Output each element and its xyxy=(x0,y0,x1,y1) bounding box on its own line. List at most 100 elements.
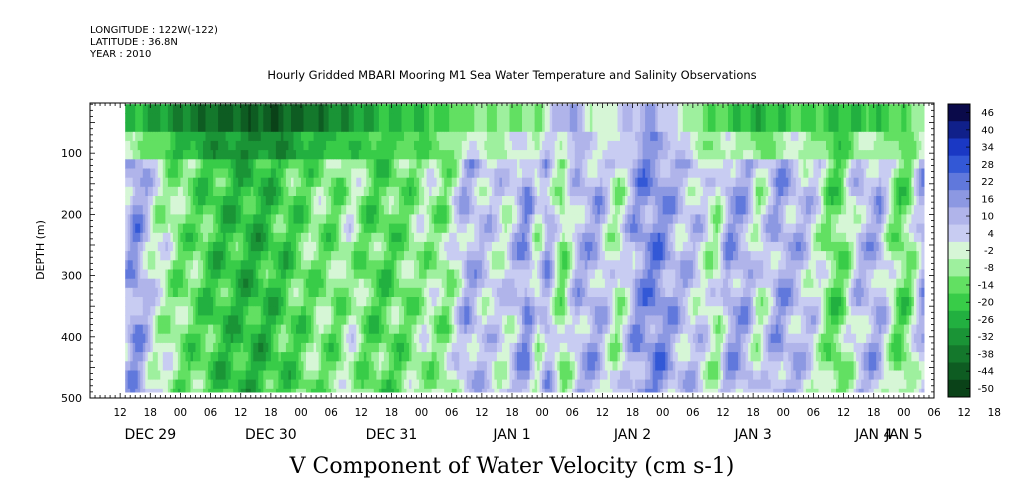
heatmap-cell xyxy=(376,361,380,372)
heatmap-cell xyxy=(363,177,367,188)
heatmap-cell xyxy=(383,278,387,289)
heatmap-cell xyxy=(351,205,355,215)
heatmap-cell xyxy=(263,104,267,114)
heatmap-cell xyxy=(459,361,463,372)
heatmap-cell xyxy=(285,370,289,381)
heatmap-cell xyxy=(318,352,322,362)
heatmap-cell xyxy=(456,214,460,225)
heatmap-cell xyxy=(363,370,367,381)
heatmap-cell xyxy=(471,251,475,261)
heatmap-cell xyxy=(225,306,229,316)
heatmap-cell xyxy=(288,150,292,160)
heatmap-cell xyxy=(399,333,403,344)
heatmap-cell xyxy=(218,324,222,335)
heatmap-cell xyxy=(471,260,475,271)
heatmap-cell xyxy=(343,150,347,160)
heatmap-cell xyxy=(489,324,493,335)
heatmap-cell xyxy=(283,269,287,280)
heatmap-cell xyxy=(208,315,212,326)
heatmap-cell xyxy=(245,196,249,206)
heatmap-cell xyxy=(446,352,450,362)
heatmap-cell xyxy=(491,159,495,170)
heatmap-cell xyxy=(296,159,300,170)
heatmap-cell xyxy=(368,306,372,316)
heatmap-cell xyxy=(414,104,418,114)
heatmap-cell xyxy=(431,379,435,390)
heatmap-cell xyxy=(373,159,377,170)
heatmap-cell xyxy=(162,223,166,234)
heatmap-cell xyxy=(182,278,186,289)
heatmap-cell xyxy=(233,269,237,280)
heatmap-cell xyxy=(306,361,310,372)
heatmap-cell xyxy=(444,269,448,280)
heatmap-cell xyxy=(127,352,131,362)
heatmap-cell xyxy=(446,113,450,124)
heatmap-cell xyxy=(132,168,136,179)
heatmap-cell xyxy=(502,260,506,271)
heatmap-cell xyxy=(401,177,405,188)
heatmap-cell xyxy=(188,122,192,133)
heatmap-cell xyxy=(308,159,312,170)
heatmap-cell xyxy=(203,324,207,335)
heatmap-cell xyxy=(406,287,410,298)
heatmap-cell xyxy=(147,251,151,261)
heatmap-cell xyxy=(456,251,460,261)
heatmap-cell xyxy=(162,186,166,197)
heatmap-cell xyxy=(268,251,272,261)
heatmap-cell xyxy=(414,131,418,142)
heatmap-cell xyxy=(280,205,284,215)
heatmap-cell xyxy=(205,104,209,114)
heatmap-cell xyxy=(293,251,297,261)
heatmap-cell xyxy=(331,379,335,390)
heatmap-cell xyxy=(270,333,274,344)
heatmap-cell xyxy=(489,241,493,252)
heatmap-cell xyxy=(373,168,377,179)
heatmap-cell xyxy=(459,287,463,298)
heatmap-cell xyxy=(303,361,307,372)
heatmap-cell xyxy=(318,113,322,124)
heatmap-cell xyxy=(275,205,279,215)
heatmap-cell xyxy=(496,113,500,124)
heatmap-cell xyxy=(180,278,184,289)
heatmap-cell xyxy=(343,324,347,335)
heatmap-cell xyxy=(253,315,257,326)
heatmap-cell xyxy=(416,122,420,133)
heatmap-cell xyxy=(311,297,315,307)
heatmap-cell xyxy=(509,269,513,280)
heatmap-cell xyxy=(353,177,357,188)
heatmap-cell xyxy=(514,150,518,160)
heatmap-cell xyxy=(240,361,244,372)
heatmap-cell xyxy=(165,278,169,289)
heatmap-cell xyxy=(275,104,279,114)
heatmap-cell xyxy=(248,269,252,280)
heatmap-cell xyxy=(213,333,217,344)
heatmap-cell xyxy=(399,104,403,114)
heatmap-cell xyxy=(260,379,264,390)
heatmap-cell xyxy=(283,333,287,344)
heatmap-cell xyxy=(451,251,455,261)
heatmap-cell xyxy=(378,214,382,225)
heatmap-cell xyxy=(481,205,485,215)
heatmap-cell xyxy=(318,306,322,316)
heatmap-cell xyxy=(255,379,259,390)
heatmap-cell xyxy=(235,232,239,243)
heatmap-cell xyxy=(396,150,400,160)
heatmap-cell xyxy=(193,342,197,353)
heatmap-cell xyxy=(293,232,297,243)
heatmap-cell xyxy=(426,297,430,307)
heatmap-cell xyxy=(238,104,242,114)
heatmap-cell xyxy=(454,297,458,307)
heatmap-cell xyxy=(180,214,184,225)
heatmap-cell xyxy=(215,232,219,243)
heatmap-cell xyxy=(499,122,503,133)
heatmap-cell xyxy=(429,297,433,307)
heatmap-cell xyxy=(509,205,513,215)
heatmap-cell xyxy=(507,113,511,124)
heatmap-cell xyxy=(293,159,297,170)
heatmap-cell xyxy=(361,361,365,372)
heatmap-cell xyxy=(491,370,495,381)
heatmap-cell xyxy=(481,287,485,298)
heatmap-cell xyxy=(180,287,184,298)
heatmap-cell xyxy=(436,287,440,298)
heatmap-cell xyxy=(291,104,295,114)
